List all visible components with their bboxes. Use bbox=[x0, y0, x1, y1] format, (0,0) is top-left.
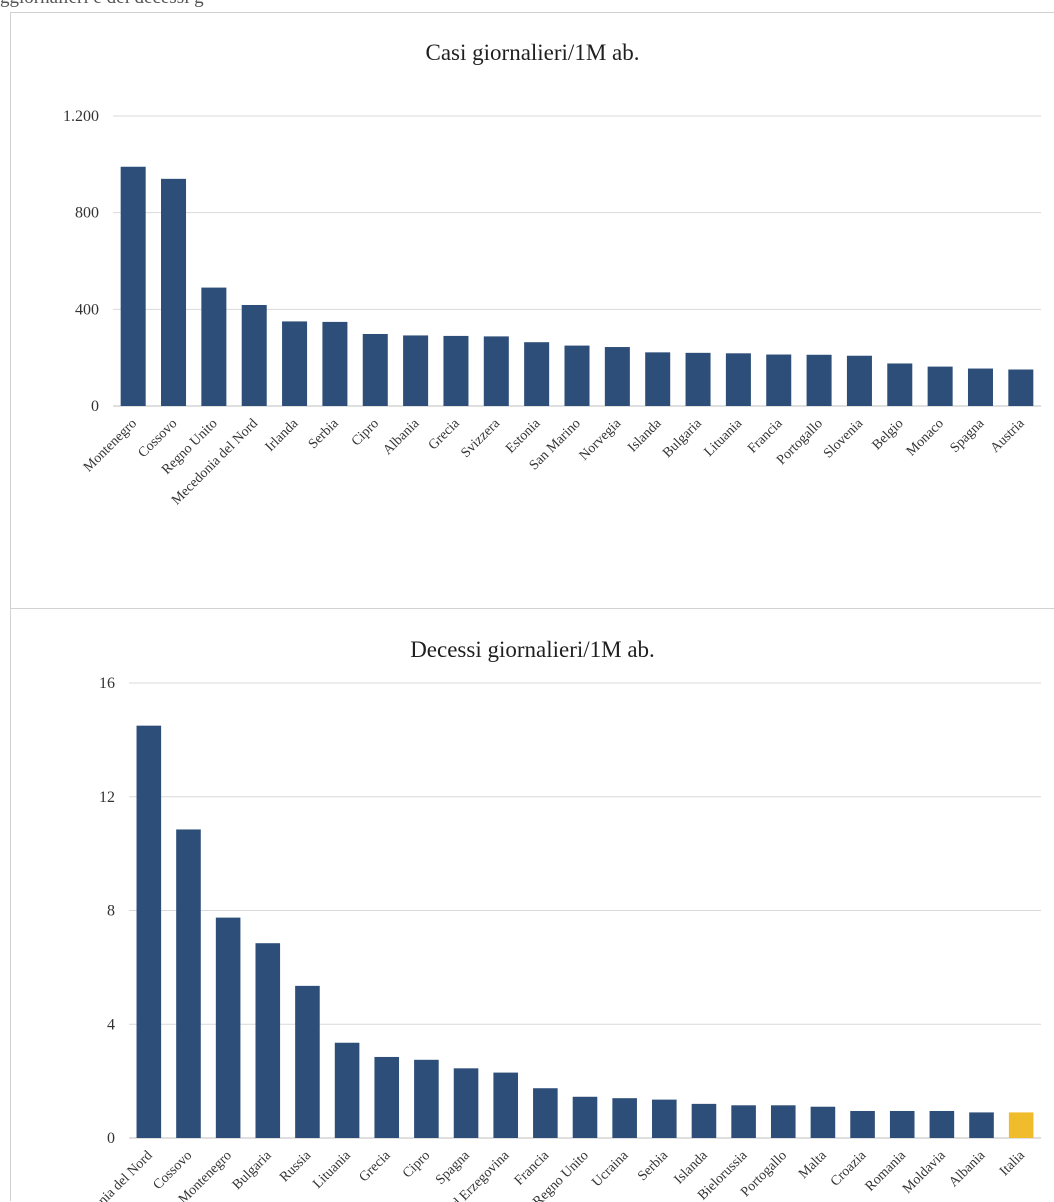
x-tick-label: Italia bbox=[997, 1148, 1028, 1179]
x-tick-label: Macedonia del Nord bbox=[64, 1148, 156, 1202]
bar bbox=[403, 335, 429, 406]
bar bbox=[483, 336, 509, 406]
bar bbox=[612, 1098, 637, 1138]
bar bbox=[374, 1056, 400, 1138]
y-tick-label: 1.200 bbox=[63, 108, 99, 125]
highlight-bar bbox=[1008, 1112, 1034, 1138]
y-tick-label: 400 bbox=[75, 301, 99, 318]
x-tick-label: Slovenia bbox=[821, 416, 867, 462]
bar bbox=[645, 352, 671, 406]
bar bbox=[691, 1103, 717, 1138]
x-tick-label: Russia bbox=[277, 1148, 315, 1186]
x-tick-label: Lituania bbox=[702, 416, 746, 460]
bar bbox=[725, 353, 751, 406]
bar bbox=[136, 725, 162, 1138]
bar bbox=[766, 354, 792, 406]
bar bbox=[524, 342, 550, 406]
x-tick-label: Cipro bbox=[349, 416, 382, 449]
x-tick-label: Moldavia bbox=[900, 1148, 949, 1197]
bar bbox=[969, 1112, 994, 1138]
bar bbox=[295, 985, 320, 1138]
bar bbox=[322, 321, 348, 406]
x-tick-label: Serbia bbox=[306, 416, 342, 452]
bar bbox=[1008, 369, 1034, 406]
bar bbox=[927, 366, 953, 406]
chart-panel-cases: Casi giornalieri/1M ab. 0 400 800 1.200 Mont… bbox=[10, 12, 1054, 609]
bar bbox=[604, 347, 630, 406]
bar bbox=[241, 304, 267, 406]
x-tick-label: Serbia bbox=[635, 1148, 671, 1184]
x-tick-label: Monaco bbox=[904, 416, 947, 459]
bar bbox=[533, 1088, 558, 1138]
chart-panel-deaths: Decessi giornalieri/1M ab. 0 4 8 12 16 Macedo… bbox=[10, 608, 1054, 1202]
x-tick-label: Irlanda bbox=[263, 416, 302, 455]
x-tick-label: Albania bbox=[946, 1148, 988, 1190]
x-tick-label: Grecia bbox=[357, 1148, 395, 1186]
x-tick-label: Austria bbox=[988, 416, 1028, 456]
y-tick-label: 0 bbox=[107, 1130, 115, 1147]
x-tick-label: Islanda bbox=[625, 416, 665, 456]
bar bbox=[850, 1110, 875, 1138]
bar bbox=[453, 1068, 479, 1138]
bar bbox=[731, 1105, 756, 1138]
chart-title: Decessi giornalieri/1M ab. bbox=[410, 637, 655, 662]
bar bbox=[176, 829, 201, 1138]
x-tick-label: Ucraina bbox=[590, 1148, 632, 1190]
x-tick-label: Albania bbox=[380, 416, 422, 458]
x-tick-label: Cipro bbox=[400, 1148, 433, 1181]
x-tick-label: Norvegia bbox=[577, 416, 625, 464]
x-tick-label: Malta bbox=[796, 1148, 830, 1182]
bar bbox=[846, 355, 872, 406]
bar bbox=[967, 368, 993, 406]
bar bbox=[685, 352, 711, 406]
bar bbox=[334, 1042, 360, 1138]
y-tick-label: 800 bbox=[75, 205, 99, 222]
x-tick-label: Bulgaria bbox=[660, 416, 705, 461]
bar bbox=[572, 1096, 598, 1138]
bar bbox=[215, 917, 241, 1138]
bar bbox=[493, 1072, 518, 1138]
y-tick-label: 0 bbox=[91, 398, 99, 415]
bar bbox=[282, 321, 308, 406]
y-tick-label: 16 bbox=[99, 675, 115, 692]
bar bbox=[414, 1059, 439, 1138]
y-tick-label: 8 bbox=[107, 903, 115, 920]
x-tick-label: Svizzera bbox=[458, 416, 503, 461]
bar bbox=[929, 1110, 955, 1138]
bar bbox=[887, 363, 913, 406]
page-caption: ggiornalieri e dei decessi g bbox=[0, 0, 204, 9]
bar bbox=[806, 354, 832, 406]
bar bbox=[652, 1099, 677, 1138]
bar bbox=[564, 345, 590, 406]
chart-title: Casi giornalieri/1M ab. bbox=[425, 40, 640, 65]
x-tick-label: Bulgaria bbox=[230, 1148, 275, 1193]
bar bbox=[889, 1110, 915, 1138]
x-tick-label: Lituania bbox=[310, 1148, 354, 1192]
x-tick-label: Spagna bbox=[948, 416, 988, 456]
y-tick-label: 4 bbox=[107, 1016, 115, 1033]
bar bbox=[443, 335, 469, 406]
x-tick-label: Grecia bbox=[426, 416, 464, 454]
bar bbox=[255, 943, 281, 1138]
bar bbox=[120, 166, 146, 406]
x-tick-label: Belgio bbox=[870, 416, 907, 453]
bar bbox=[201, 287, 227, 406]
bar bbox=[770, 1105, 796, 1138]
bar bbox=[362, 333, 388, 406]
bar bbox=[161, 178, 187, 406]
bar bbox=[810, 1106, 836, 1138]
x-tick-label: Montenegro bbox=[81, 416, 140, 475]
y-tick-label: 12 bbox=[99, 789, 115, 806]
